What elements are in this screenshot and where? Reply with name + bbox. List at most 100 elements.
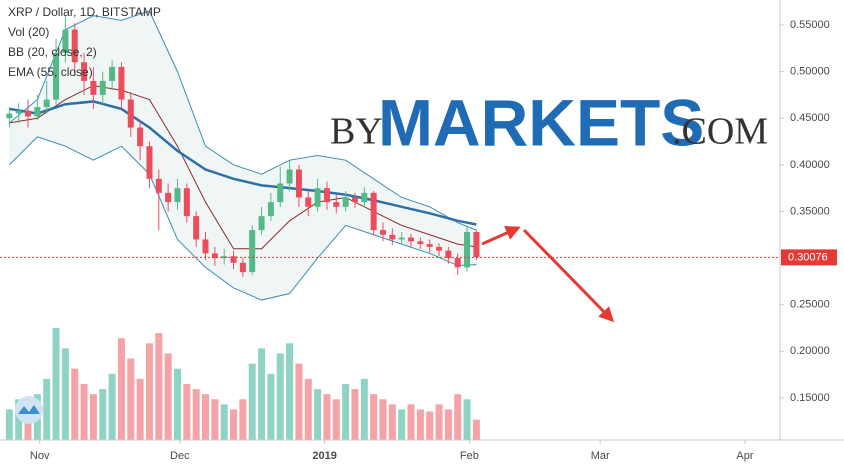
volume-bar [155, 333, 163, 440]
candle-body [174, 188, 181, 203]
candle-body [323, 188, 330, 203]
candle-body [436, 246, 443, 251]
legend-title: XRP / Dollar, 1D, BITSTAMP [8, 5, 161, 19]
ema-line [9, 100, 477, 226]
volume-bar [136, 378, 144, 440]
candle-body [408, 237, 415, 242]
candle-body [426, 244, 433, 247]
y-tick-label: 0.35000 [790, 205, 830, 217]
volume-bar [61, 348, 69, 440]
x-tick-label: Apr [736, 450, 753, 462]
volume-bar [463, 399, 471, 440]
candle-body [81, 62, 88, 81]
candle-body [445, 250, 452, 259]
watermark-main: MARKETS [378, 85, 704, 159]
candle-body [183, 188, 190, 217]
volume-bar [183, 384, 191, 440]
volume-bar [360, 378, 368, 440]
candle-body [267, 202, 274, 217]
bb-lower-line [8, 136, 477, 301]
volume-bar [370, 394, 378, 440]
candle-body [473, 231, 480, 258]
volume-bar [52, 328, 60, 440]
candle-body [6, 113, 13, 119]
candle-body [53, 52, 60, 100]
candle-body [137, 127, 144, 147]
candle-body [277, 183, 284, 203]
logo-wave [18, 405, 40, 414]
candle-body [305, 197, 312, 207]
last-price-label: 0.30076 [788, 251, 828, 263]
x-tick-label: Mar [591, 450, 610, 462]
y-tick-label: 0.55000 [790, 19, 830, 31]
volume-bar [472, 419, 480, 440]
last-price-box [781, 249, 837, 266]
candle-body [342, 197, 349, 207]
volume-bar [435, 404, 443, 440]
candle-body [165, 192, 172, 203]
candle-body [464, 231, 471, 268]
candle-body [118, 66, 125, 100]
legend-indicator: BB (20, close, 2) [8, 45, 97, 59]
volume-bar [71, 368, 79, 440]
candle-body [454, 258, 461, 268]
volume-bar [145, 343, 153, 440]
volume-bar [99, 389, 107, 440]
volume-bar [202, 394, 210, 440]
volume-bar [43, 378, 51, 440]
volume-bar [332, 399, 340, 440]
x-tick-label: 2019 [312, 450, 336, 462]
candle-body [99, 80, 106, 95]
volume-bar [454, 394, 462, 440]
annotation-arrows [481, 226, 615, 323]
candle-body [34, 107, 41, 117]
volume-bar [15, 399, 23, 440]
volume-bar [127, 358, 135, 440]
volume-bar [295, 363, 303, 440]
candle-body [351, 197, 358, 203]
candle-body [286, 169, 293, 184]
candle-body [295, 169, 302, 198]
candle-body [15, 110, 22, 114]
watermark-prefix: BY [330, 111, 383, 153]
watermark: BY MARKETS .COM [330, 85, 768, 159]
volume-bar [80, 384, 88, 440]
candle-body [370, 192, 377, 231]
x-tick-label: Dec [170, 450, 190, 462]
y-tick-label: 0.15000 [790, 392, 830, 404]
logo [15, 396, 43, 424]
volume-bar [351, 389, 359, 440]
volume-bar [323, 394, 331, 440]
candle-body [398, 237, 405, 240]
volume-bar [192, 389, 200, 440]
arrow-down [522, 228, 615, 323]
legend-indicator: EMA (55, close) [8, 65, 93, 79]
logo-circle [15, 396, 43, 424]
y-tick-label: 0.50000 [790, 66, 830, 78]
volume-bar [108, 373, 116, 440]
volume-bar [407, 404, 415, 440]
candle-body [202, 239, 209, 254]
arrow-up [481, 226, 521, 246]
volume-bar [267, 373, 275, 440]
volume-bar [444, 409, 452, 440]
volume-bar [173, 368, 181, 440]
volume-bar [276, 353, 284, 440]
y-tick-label: 0.40000 [790, 159, 830, 171]
volume-bar [379, 399, 387, 440]
candle-body [389, 234, 396, 240]
candle-body [333, 202, 340, 207]
candle-body [417, 241, 424, 245]
candle-body [127, 99, 134, 128]
band-fill [9, 11, 477, 301]
watermark-suffix: .COM [672, 111, 768, 153]
x-tick-label: Nov [30, 450, 50, 462]
candle-body [249, 230, 256, 273]
volume-bar [164, 353, 172, 440]
volume-bar [248, 363, 256, 440]
volume-bar [117, 338, 125, 440]
volume-bar [342, 384, 350, 440]
volume-bar [426, 411, 434, 440]
candle-body [258, 216, 265, 231]
